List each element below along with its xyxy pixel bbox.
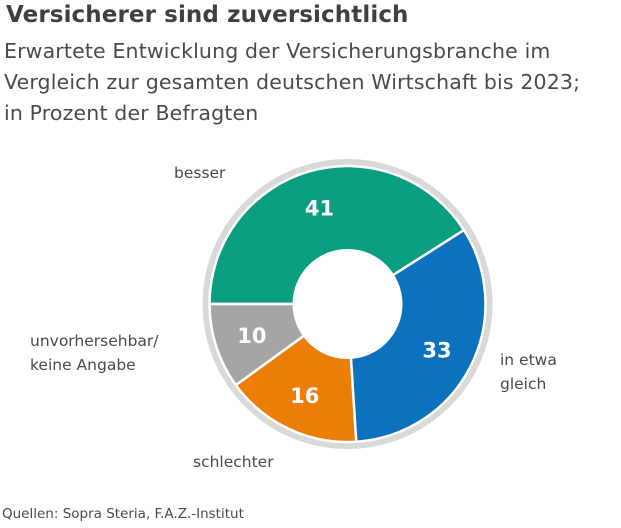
- chart-title: Versicherer sind zuversichtlich: [6, 2, 409, 28]
- value-label: 16: [290, 384, 319, 408]
- category-label: besser: [174, 164, 226, 182]
- subtitle-line-1: Erwartete Entwicklung der Versicherungsb…: [4, 39, 551, 63]
- value-label: 10: [237, 324, 266, 348]
- category-label: schlechter: [193, 453, 274, 471]
- value-label: 33: [422, 339, 451, 363]
- category-label: in etwa: [500, 351, 557, 369]
- source-note: Quellen: Sopra Steria, F.A.Z.-Institut: [2, 506, 244, 522]
- value-labels-group: 41 33 16 10: [237, 196, 451, 407]
- category-label: unvorhersehbar/: [30, 332, 159, 350]
- subtitle-line-2: Vergleich zur gesamten deutschen Wirtsch…: [4, 70, 581, 94]
- donut-hole: [292, 249, 403, 359]
- chart-subtitle: Erwartete Entwicklung der Versicherungsb…: [4, 36, 619, 129]
- category-label: gleich: [500, 375, 546, 393]
- value-label: 41: [305, 196, 334, 220]
- subtitle-line-3: in Prozent der Befragten: [4, 101, 259, 125]
- category-label: keine Angabe: [30, 356, 136, 374]
- category-labels-group: besser in etwa gleich schlechter unvorherseh…: [30, 164, 557, 471]
- outer-ring: [202, 159, 493, 449]
